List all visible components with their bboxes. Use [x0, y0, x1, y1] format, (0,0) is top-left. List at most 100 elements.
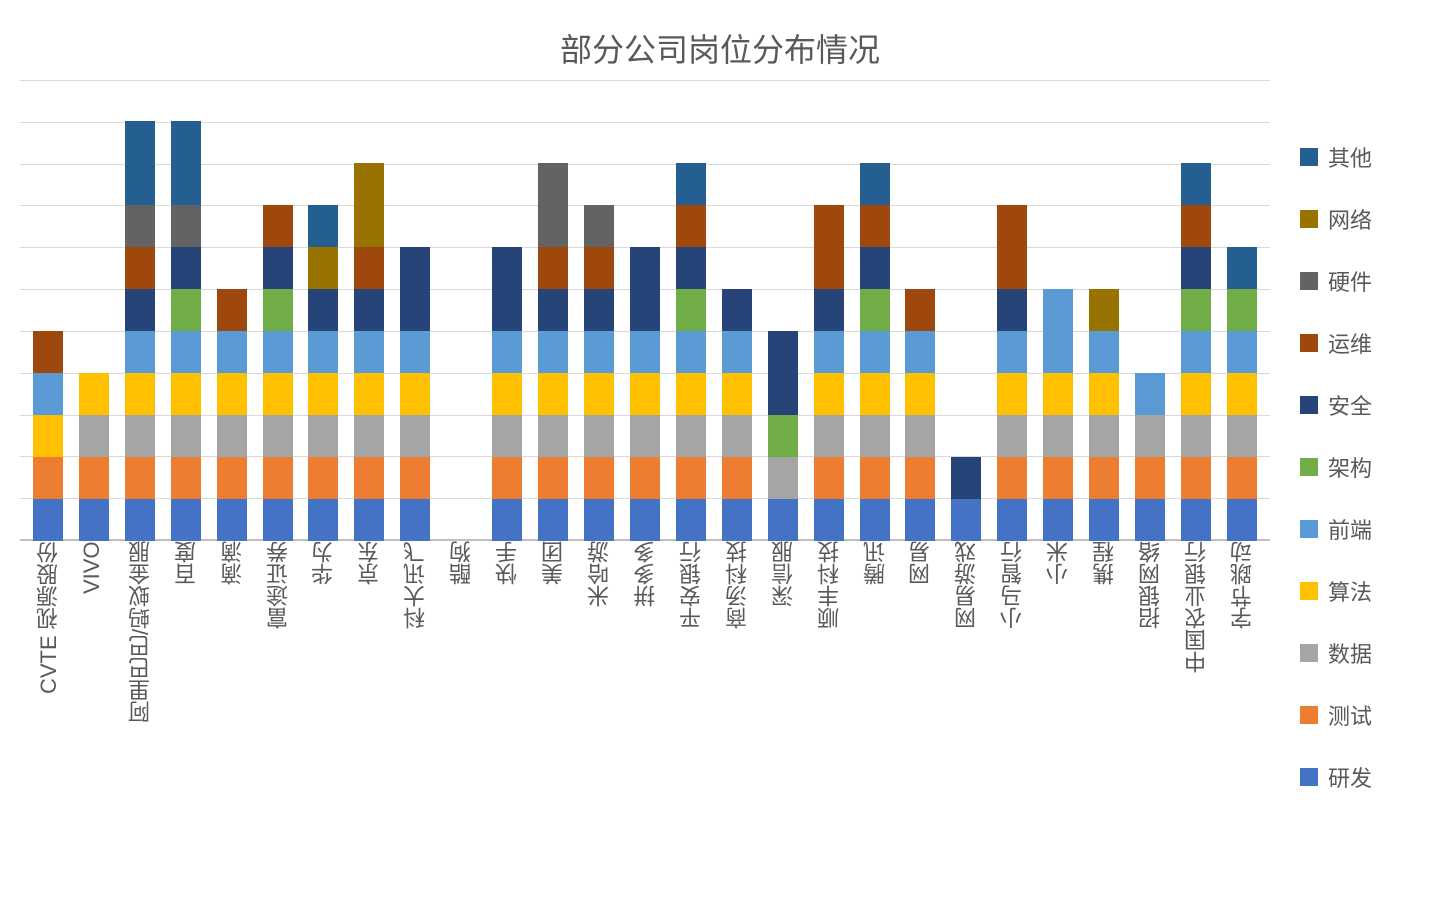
- chart-container: 部分公司岗位分布情况 CVTE 视源股份VIVO阿里巴巴/蚂蚁金服百度滴滴富途证…: [0, 0, 1440, 914]
- bar-segment: [630, 331, 660, 373]
- legend-label: 安全: [1328, 389, 1372, 421]
- bar-segment: [217, 373, 247, 415]
- bar-segment: [1043, 457, 1073, 499]
- x-axis-label: 小米: [1043, 541, 1073, 861]
- bar-segment: [860, 373, 890, 415]
- bar-segment: [538, 415, 568, 457]
- bar-segment: [217, 499, 247, 541]
- bar-column: [1227, 247, 1257, 541]
- legend-swatch: [1300, 768, 1318, 786]
- bar-segment: [217, 415, 247, 457]
- bar-segment: [860, 457, 890, 499]
- bar-segment: [860, 289, 890, 331]
- bar-segment: [951, 457, 981, 499]
- bar-segment: [263, 457, 293, 499]
- bar-segment: [1227, 373, 1257, 415]
- bar-segment: [1135, 457, 1165, 499]
- bar-segment: [905, 289, 935, 331]
- x-axis-label: 华为: [308, 541, 338, 861]
- x-axis-label: VIVO: [79, 541, 109, 861]
- bar-segment: [1227, 331, 1257, 373]
- legend-label: 其他: [1328, 141, 1372, 173]
- x-axis-label: 科大讯飞: [400, 541, 430, 861]
- plot-area: CVTE 视源股份VIVO阿里巴巴/蚂蚁金服百度滴滴富途证券华为京东科大讯飞酷狗…: [20, 81, 1270, 861]
- bar-segment: [814, 457, 844, 499]
- bar-segment: [1181, 205, 1211, 247]
- bar-segment: [1227, 457, 1257, 499]
- x-axis-label: 招银网络: [1135, 541, 1165, 861]
- chart-title: 部分公司岗位分布情况: [20, 25, 1420, 71]
- bar-segment: [860, 331, 890, 373]
- bar-segment: [1135, 499, 1165, 541]
- bar-segment: [905, 331, 935, 373]
- x-axis-label: 米哈游: [584, 541, 614, 861]
- bar-segment: [125, 457, 155, 499]
- legend-label: 研发: [1328, 761, 1372, 793]
- x-axis-label: 深信服: [768, 541, 798, 861]
- x-axis-label: 携程: [1089, 541, 1119, 861]
- x-axis-label: 字节跳动: [1227, 541, 1257, 861]
- legend-item: 其他: [1300, 141, 1420, 173]
- bar-segment: [263, 373, 293, 415]
- x-axis-label: 网易: [905, 541, 935, 861]
- bar-segment: [354, 457, 384, 499]
- legend-item: 数据: [1300, 637, 1420, 669]
- bar-segment: [1227, 247, 1257, 289]
- legend-swatch: [1300, 582, 1318, 600]
- legend-label: 硬件: [1328, 265, 1372, 297]
- bar-segment: [79, 457, 109, 499]
- bar-segment: [492, 373, 522, 415]
- bar-column: [354, 163, 384, 541]
- bar-segment: [584, 289, 614, 331]
- bar-segment: [905, 499, 935, 541]
- x-axis-label: 京东: [354, 541, 384, 861]
- bar-column: [630, 247, 660, 541]
- bar-segment: [722, 415, 752, 457]
- bar-segment: [125, 205, 155, 247]
- bar-column: [997, 205, 1027, 541]
- bar-segment: [354, 163, 384, 247]
- bar-segment: [125, 121, 155, 205]
- bar-segment: [860, 247, 890, 289]
- bar-segment: [768, 457, 798, 499]
- legend-swatch: [1300, 458, 1318, 476]
- x-axis-label: 酷狗: [446, 541, 476, 861]
- bar-segment: [630, 499, 660, 541]
- x-axis-label: 美团: [538, 541, 568, 861]
- bar-segment: [79, 373, 109, 415]
- bar-segment: [171, 121, 201, 205]
- bar-segment: [125, 499, 155, 541]
- bar-segment: [217, 331, 247, 373]
- legend-swatch: [1300, 644, 1318, 662]
- bar-column: [676, 163, 706, 541]
- x-axis-label: 富途证券: [263, 541, 293, 861]
- bar-segment: [1089, 457, 1119, 499]
- bar-segment: [400, 457, 430, 499]
- bar-segment: [1227, 289, 1257, 331]
- bar-column: [263, 205, 293, 541]
- bar-segment: [538, 457, 568, 499]
- bar-segment: [814, 373, 844, 415]
- bar-column: [951, 457, 981, 541]
- bar-segment: [354, 289, 384, 331]
- legend-label: 测试: [1328, 699, 1372, 731]
- legend-item: 测试: [1300, 699, 1420, 731]
- x-axis-label: CVTE 视源股份: [33, 541, 63, 861]
- legend-item: 安全: [1300, 389, 1420, 421]
- bar-segment: [33, 373, 63, 415]
- legend-swatch: [1300, 334, 1318, 352]
- bar-segment: [400, 415, 430, 457]
- bar-segment: [538, 247, 568, 289]
- x-axis-label: 网易游戏: [951, 541, 981, 861]
- bar-column: [1043, 289, 1073, 541]
- x-axis-label: 平安银行: [676, 541, 706, 861]
- bar-segment: [1227, 415, 1257, 457]
- bar-segment: [676, 163, 706, 205]
- bar-column: [308, 205, 338, 541]
- bar-segment: [630, 373, 660, 415]
- legend-item: 研发: [1300, 761, 1420, 793]
- bar-segment: [860, 163, 890, 205]
- bar-segment: [354, 415, 384, 457]
- bar-segment: [584, 415, 614, 457]
- bar-segment: [860, 205, 890, 247]
